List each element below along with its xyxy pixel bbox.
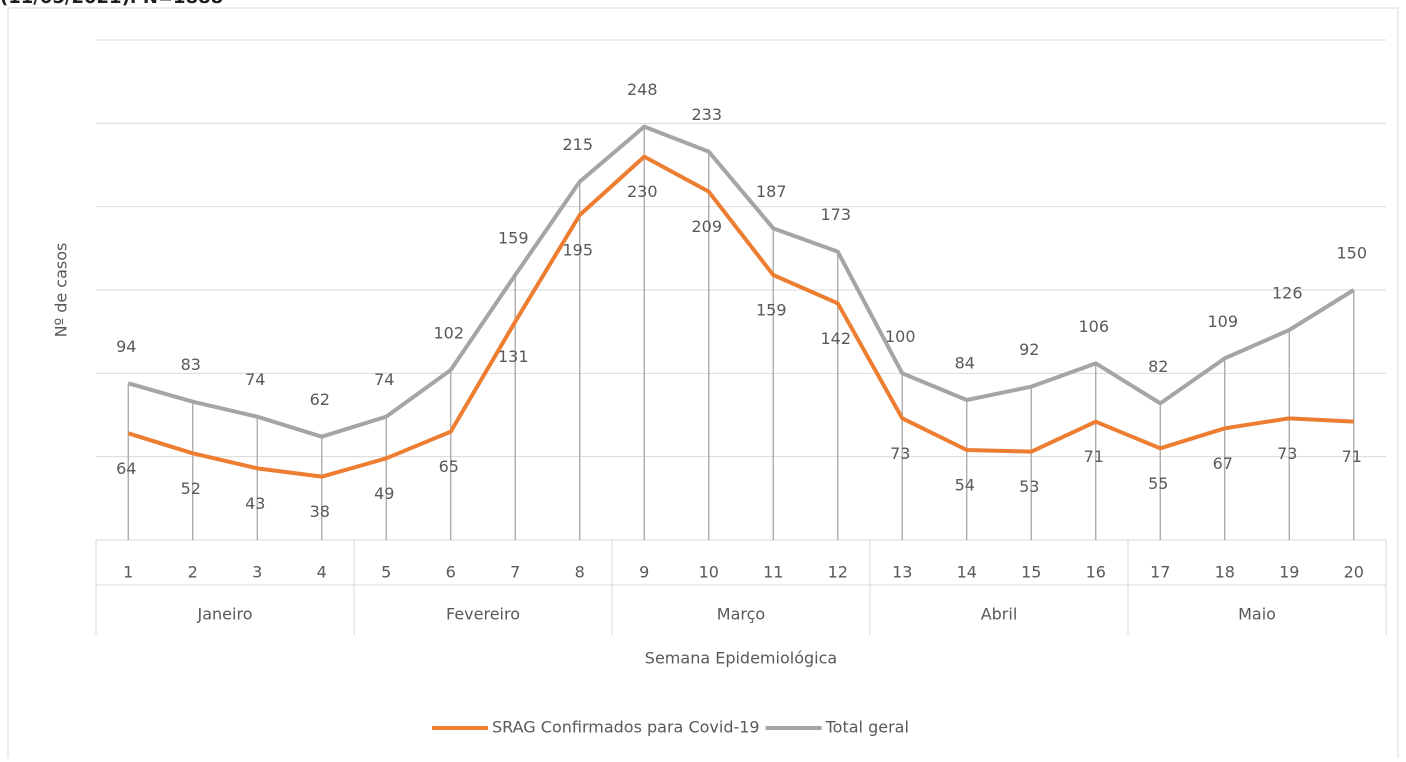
data-label: 233	[691, 105, 722, 124]
chart-frame	[7, 7, 1399, 762]
y-axis-title: Nº de casos	[52, 243, 71, 338]
legend-label: Total geral	[825, 718, 909, 737]
data-label: 73	[1277, 444, 1297, 463]
x-tick-label: 1	[123, 563, 133, 582]
x-tick-label: 2	[188, 563, 198, 582]
data-label: 38	[310, 502, 330, 521]
x-tick-label: 5	[381, 563, 391, 582]
legend-label: SRAG Confirmados para Covid-19	[492, 718, 760, 737]
series-line	[127, 124, 1355, 439]
group-label: Março	[717, 605, 765, 624]
data-label: 215	[562, 135, 593, 154]
data-label: 131	[498, 347, 529, 366]
x-tick-label: 8	[575, 563, 585, 582]
x-tick-label: 11	[763, 563, 783, 582]
data-label: 52	[181, 479, 201, 498]
data-label: 159	[756, 301, 787, 320]
x-tick-label: 15	[1021, 563, 1041, 582]
data-label: 74	[374, 370, 394, 389]
group-label: Janeiro	[197, 605, 253, 624]
data-label: 187	[756, 182, 787, 201]
data-label: 94	[116, 337, 136, 356]
x-tick-label: 18	[1215, 563, 1235, 582]
x-tick-label: 10	[699, 563, 719, 582]
group-label: Abril	[981, 605, 1018, 624]
data-label: 83	[181, 355, 201, 374]
x-tick-label: 4	[317, 563, 327, 582]
x-tick-label: 7	[510, 563, 520, 582]
group-label: Fevereiro	[446, 605, 520, 624]
data-label: 55	[1148, 474, 1168, 493]
data-label: 142	[820, 329, 851, 348]
data-label: 84	[955, 354, 975, 373]
data-label: 126	[1272, 284, 1303, 303]
data-label: 209	[691, 217, 722, 236]
series-line	[127, 154, 1354, 479]
x-tick-label: 13	[892, 563, 912, 582]
data-label: 65	[439, 457, 459, 476]
data-label: 92	[1019, 340, 1039, 359]
data-label: 49	[374, 484, 394, 503]
data-label: 71	[1084, 447, 1104, 466]
x-tick-label: 20	[1344, 563, 1364, 582]
data-label: 53	[1019, 477, 1039, 496]
data-label: 150	[1336, 244, 1367, 263]
data-label: 109	[1207, 312, 1238, 331]
x-tick-label: 16	[1086, 563, 1106, 582]
caption: (11/05/2021). N=1888	[0, 0, 223, 8]
x-tick-label: 17	[1150, 563, 1170, 582]
data-label: 100	[885, 327, 916, 346]
x-tick-label: 9	[639, 563, 649, 582]
data-label: 173	[820, 205, 851, 224]
x-tick-label: 3	[252, 563, 262, 582]
data-label: 82	[1148, 357, 1168, 376]
x-tick-label: 19	[1279, 563, 1299, 582]
data-label: 43	[245, 494, 265, 513]
data-label: 73	[890, 444, 910, 463]
data-label: 248	[627, 80, 658, 99]
x-tick-label: 6	[446, 563, 456, 582]
data-label: 74	[245, 370, 265, 389]
data-label: 230	[627, 182, 658, 201]
data-label: 62	[310, 390, 330, 409]
data-label: 71	[1342, 447, 1362, 466]
data-label: 159	[498, 229, 529, 248]
data-label: 195	[562, 241, 593, 260]
data-label: 67	[1213, 454, 1233, 473]
group-label: Maio	[1238, 605, 1276, 624]
data-label: 54	[955, 476, 975, 495]
x-axis-title: Semana Epidemiológica	[645, 649, 837, 668]
data-label: 106	[1078, 317, 1109, 336]
x-tick-label: 12	[828, 563, 848, 582]
data-label: 64	[116, 459, 136, 478]
x-tick-label: 14	[957, 563, 977, 582]
data-label: 102	[433, 324, 464, 343]
